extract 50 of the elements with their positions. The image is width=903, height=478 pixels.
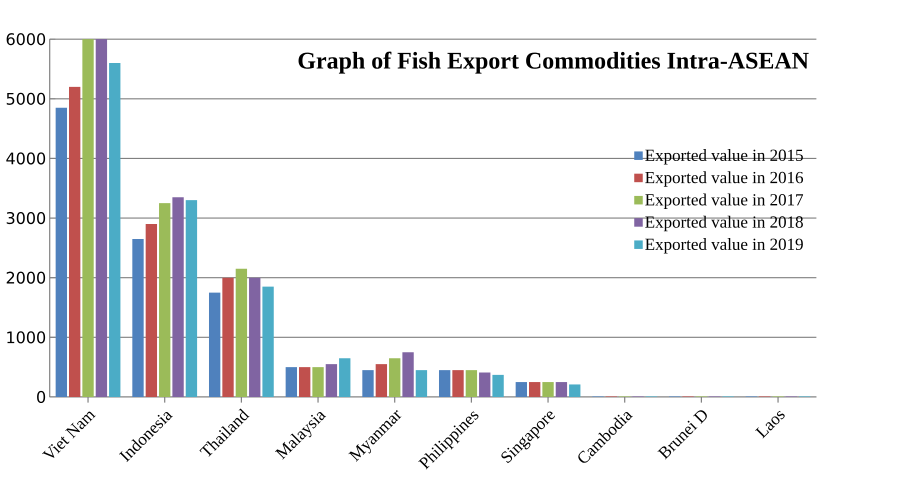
chart-title: Graph of Fish Export Commodities Intra-ASEAN xyxy=(298,52,809,74)
y-tick-label: 3000 xyxy=(6,212,46,224)
y-tick-label: 5000 xyxy=(6,92,46,105)
y-tick-label: 1000 xyxy=(7,331,46,344)
bar xyxy=(326,364,338,398)
bar xyxy=(249,278,260,398)
legend-label: Exported value in 2018 xyxy=(645,216,803,232)
bar xyxy=(438,370,450,398)
bar xyxy=(312,367,324,398)
bar xyxy=(109,63,120,398)
x-tick-label: Viet Nam xyxy=(42,412,96,458)
bar xyxy=(569,384,580,398)
bar xyxy=(159,203,170,398)
bar xyxy=(186,200,198,398)
bar xyxy=(452,370,464,398)
bar xyxy=(208,292,220,398)
bar xyxy=(556,382,568,398)
bar xyxy=(132,238,144,398)
bar xyxy=(262,286,274,398)
bar xyxy=(172,197,184,398)
y-tick-label: 2000 xyxy=(6,272,46,284)
bar xyxy=(286,367,298,398)
y-tick-label: 6000 xyxy=(6,33,46,46)
bar xyxy=(339,358,350,398)
bar xyxy=(402,352,414,398)
bar xyxy=(466,370,478,398)
legend-label: Exported value in 2017 xyxy=(645,194,804,209)
bar xyxy=(56,108,68,398)
legend-label: Exported value in 2019 xyxy=(645,238,803,254)
x-tick-label: Laos xyxy=(755,410,785,439)
bar xyxy=(376,364,388,398)
bar xyxy=(389,358,400,398)
bar xyxy=(542,382,554,398)
bar xyxy=(416,370,428,398)
legend-label: Exported value in 2016 xyxy=(645,171,804,187)
bar xyxy=(82,39,94,398)
bar xyxy=(299,367,310,398)
legend-label: Exported value in 2015 xyxy=(645,149,803,164)
y-tick-label: 4000 xyxy=(6,152,46,165)
bar xyxy=(362,370,374,398)
bar xyxy=(479,372,490,398)
bar xyxy=(69,86,80,398)
bar xyxy=(96,39,108,398)
y-tick-label: 0 xyxy=(37,390,46,404)
bar xyxy=(529,382,540,398)
bar xyxy=(222,278,234,398)
bar xyxy=(516,382,528,398)
bar xyxy=(146,224,158,398)
bar xyxy=(236,268,248,398)
bar xyxy=(492,374,504,398)
